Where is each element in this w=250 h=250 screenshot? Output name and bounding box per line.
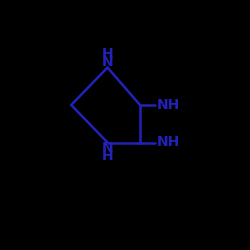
Text: H: H bbox=[102, 149, 113, 163]
Text: NH: NH bbox=[156, 98, 180, 112]
Text: H: H bbox=[102, 47, 113, 61]
Text: N: N bbox=[102, 140, 113, 154]
Text: NH: NH bbox=[156, 136, 180, 149]
Text: N: N bbox=[102, 56, 113, 70]
